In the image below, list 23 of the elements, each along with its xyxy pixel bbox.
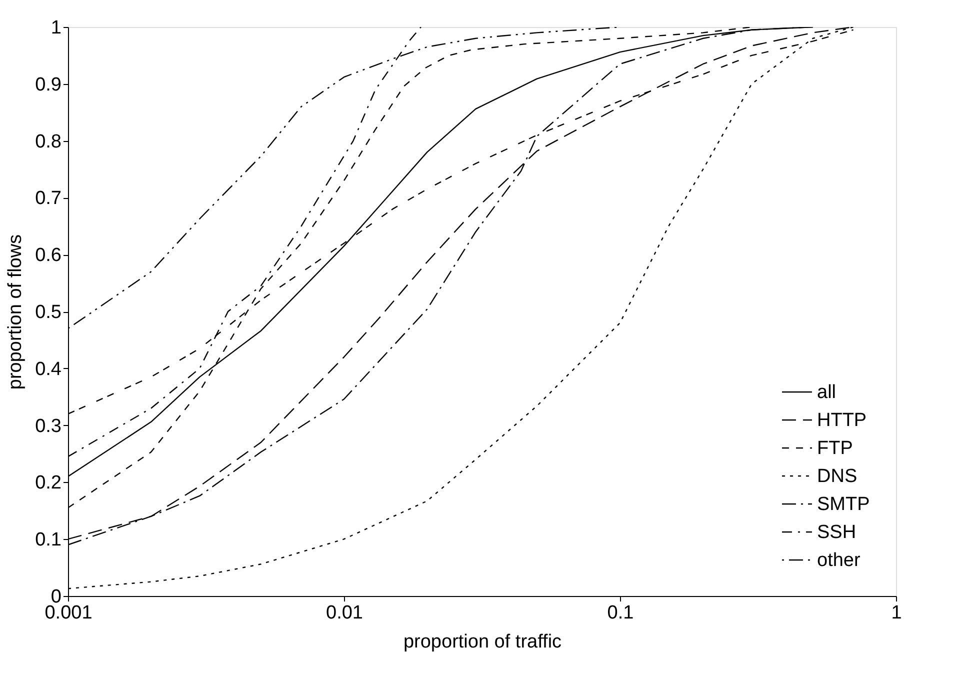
- x-tick-label: 1: [891, 602, 902, 624]
- y-tick-label: 0.3: [35, 416, 62, 437]
- y-axis-title: proportion of flows: [5, 234, 26, 390]
- legend-label: SMTP: [817, 494, 870, 515]
- legend-label: HTTP: [817, 410, 867, 431]
- legend-label: all: [817, 382, 836, 403]
- legend-label: SSH: [817, 522, 856, 543]
- x-tick-label: 0.01: [326, 602, 363, 624]
- y-tick-label: 0.7: [35, 188, 62, 210]
- y-tick-label: 0.2: [35, 472, 62, 494]
- legend-label: other: [817, 550, 861, 571]
- x-tick-label: 0.001: [44, 602, 92, 624]
- x-axis-title: proportion of traffic: [403, 632, 562, 652]
- legend-label: DNS: [817, 466, 858, 487]
- y-tick-label: 0.9: [35, 74, 62, 96]
- y-tick-label: 0.1: [35, 530, 62, 551]
- legend-label: FTP: [817, 438, 853, 459]
- y-tick-label: 0.6: [35, 245, 62, 266]
- x-tick-label: 0.1: [607, 602, 634, 624]
- y-tick-label: 0.4: [35, 358, 62, 380]
- y-tick-label: 0.8: [35, 131, 62, 152]
- y-tick-label: 1: [50, 18, 62, 38]
- y-tick-label: 0.5: [35, 302, 62, 323]
